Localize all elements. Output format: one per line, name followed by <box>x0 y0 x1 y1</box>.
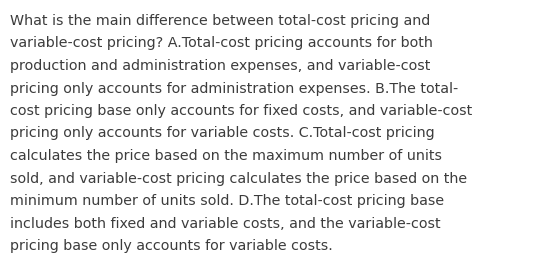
Text: What is the main difference between total-cost pricing and: What is the main difference between tota… <box>10 14 430 28</box>
Text: includes both fixed and variable costs, and the variable-cost: includes both fixed and variable costs, … <box>10 217 441 230</box>
Text: pricing base only accounts for variable costs.: pricing base only accounts for variable … <box>10 239 333 253</box>
Text: calculates the price based on the maximum number of units: calculates the price based on the maximu… <box>10 149 442 163</box>
Text: cost pricing base only accounts for fixed costs, and variable-cost: cost pricing base only accounts for fixe… <box>10 104 472 118</box>
Text: production and administration expenses, and variable-cost: production and administration expenses, … <box>10 59 430 73</box>
Text: sold, and variable-cost pricing calculates the price based on the: sold, and variable-cost pricing calculat… <box>10 172 467 186</box>
Text: variable-cost pricing? A.Total-cost pricing accounts for both: variable-cost pricing? A.Total-cost pric… <box>10 36 433 51</box>
Text: pricing only accounts for administration expenses. B.The total-: pricing only accounts for administration… <box>10 82 458 95</box>
Text: minimum number of units sold. D.The total-cost pricing base: minimum number of units sold. D.The tota… <box>10 194 444 208</box>
Text: pricing only accounts for variable costs. C.Total-cost pricing: pricing only accounts for variable costs… <box>10 126 435 141</box>
